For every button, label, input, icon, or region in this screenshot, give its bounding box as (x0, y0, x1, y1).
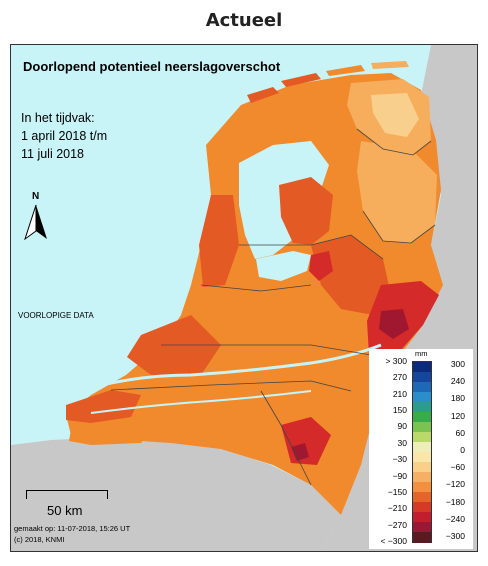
legend-color-cell (413, 362, 431, 373)
period-line-1: In het tijdvak: (21, 111, 95, 125)
legend: mm > 300 270 210 150 90 30 −30 −90 −150 −210 −270 <… (369, 349, 473, 549)
legend-right-label: −300 (445, 531, 465, 541)
page-title: Actueel (205, 10, 283, 31)
period-line-3: 11 juli 2018 (21, 147, 85, 161)
legend-color-cell (413, 452, 431, 463)
veluwe-red-patch (309, 251, 333, 281)
drenthe-region (357, 141, 437, 243)
legend-right-label: −240 (445, 513, 465, 524)
legend-left-label: −210 (387, 503, 407, 514)
map-frame: Doorlopend potentieel neerslagoverschot … (10, 44, 478, 552)
wadden-island-vlieland (281, 73, 321, 87)
copyright-text: (c) 2018, KNMI (14, 535, 65, 544)
preliminary-data-label: VOORLOPIGE DATA (18, 311, 94, 320)
credits: gemaakt op: 11-07-2018, 15:26 UT (c) 201… (14, 523, 130, 545)
north-arrow: N (21, 191, 51, 243)
legend-right-label: 60 (455, 427, 465, 438)
scale-label: 50 km (47, 503, 83, 518)
legend-color-cell (413, 412, 431, 423)
legend-colorbar (412, 361, 432, 543)
north-holland-red (199, 195, 239, 287)
legend-color-cell (413, 512, 431, 523)
rivers-maas (90, 390, 312, 414)
period-line-2: 1 april 2018 t/m (21, 129, 108, 143)
achterhoek-dark-red (379, 309, 409, 339)
period-text: In het tijdvak: 1 april 2018 t/m 11 juli… (21, 109, 107, 163)
legend-left-label: < −300 (380, 536, 407, 546)
rivers-delta (70, 343, 382, 395)
legend-right-label: 240 (450, 376, 465, 387)
legend-left-label: 210 (392, 388, 407, 399)
map-title: Doorlopend potentieel neerslagoverschot (23, 59, 281, 74)
legend-right-label: 0 (460, 445, 465, 455)
limburg-dark-red (291, 443, 309, 461)
north-label: N (32, 191, 40, 202)
netherlands-map (11, 45, 477, 551)
legend-right-label: 300 (450, 359, 465, 369)
legend-color-cell (413, 502, 431, 513)
legend-left-label: 90 (397, 421, 407, 432)
legend-right-label: −60 (450, 462, 465, 473)
legend-color-cell (413, 422, 431, 433)
markermeer (256, 251, 311, 281)
province-borders (110, 128, 436, 486)
legend-unit: mm (415, 349, 428, 358)
flevoland (279, 177, 333, 245)
legend-right-label: 180 (450, 393, 465, 404)
legend-left-label: −150 (387, 486, 407, 497)
legend-color-cell (413, 492, 431, 503)
wadden-island-texel (247, 87, 279, 103)
legend-color-cell (413, 382, 431, 393)
legend-right-label: 120 (450, 410, 465, 421)
legend-left-label: −30 (392, 454, 407, 465)
zeeland-island-2 (69, 423, 151, 445)
legend-color-cell (413, 462, 431, 473)
scale-bar (26, 490, 108, 499)
legend-left-label: > 300 (385, 356, 407, 366)
legend-left-label: 270 (392, 372, 407, 383)
belgium-land (11, 437, 341, 551)
legend-color-cell (413, 532, 431, 543)
legend-left-label: −90 (392, 470, 407, 481)
legend-color-cell (413, 432, 431, 443)
legend-color-cell (413, 482, 431, 493)
wadden-island-ameland (371, 61, 409, 69)
zeeland-island-1 (66, 390, 141, 423)
legend-color-cell (413, 472, 431, 483)
legend-left-label: 150 (392, 405, 407, 416)
legend-color-cell (413, 372, 431, 383)
wadden-island-terschelling (326, 65, 365, 76)
legend-color-cell (413, 522, 431, 533)
groningen-pale-patch (371, 93, 419, 137)
legend-right-label: −180 (445, 496, 465, 507)
legend-left-label: −270 (387, 519, 407, 530)
legend-color-cell (413, 442, 431, 453)
north-arrow-icon (24, 204, 47, 241)
legend-left-label: 30 (397, 437, 407, 448)
gelderland-red (311, 235, 391, 315)
legend-color-cell (413, 392, 431, 403)
limburg-red (281, 417, 331, 465)
made-on-text: gemaakt op: 11-07-2018, 15:26 UT (14, 524, 131, 533)
legend-right-label: −120 (445, 479, 465, 490)
legend-color-cell (413, 402, 431, 413)
